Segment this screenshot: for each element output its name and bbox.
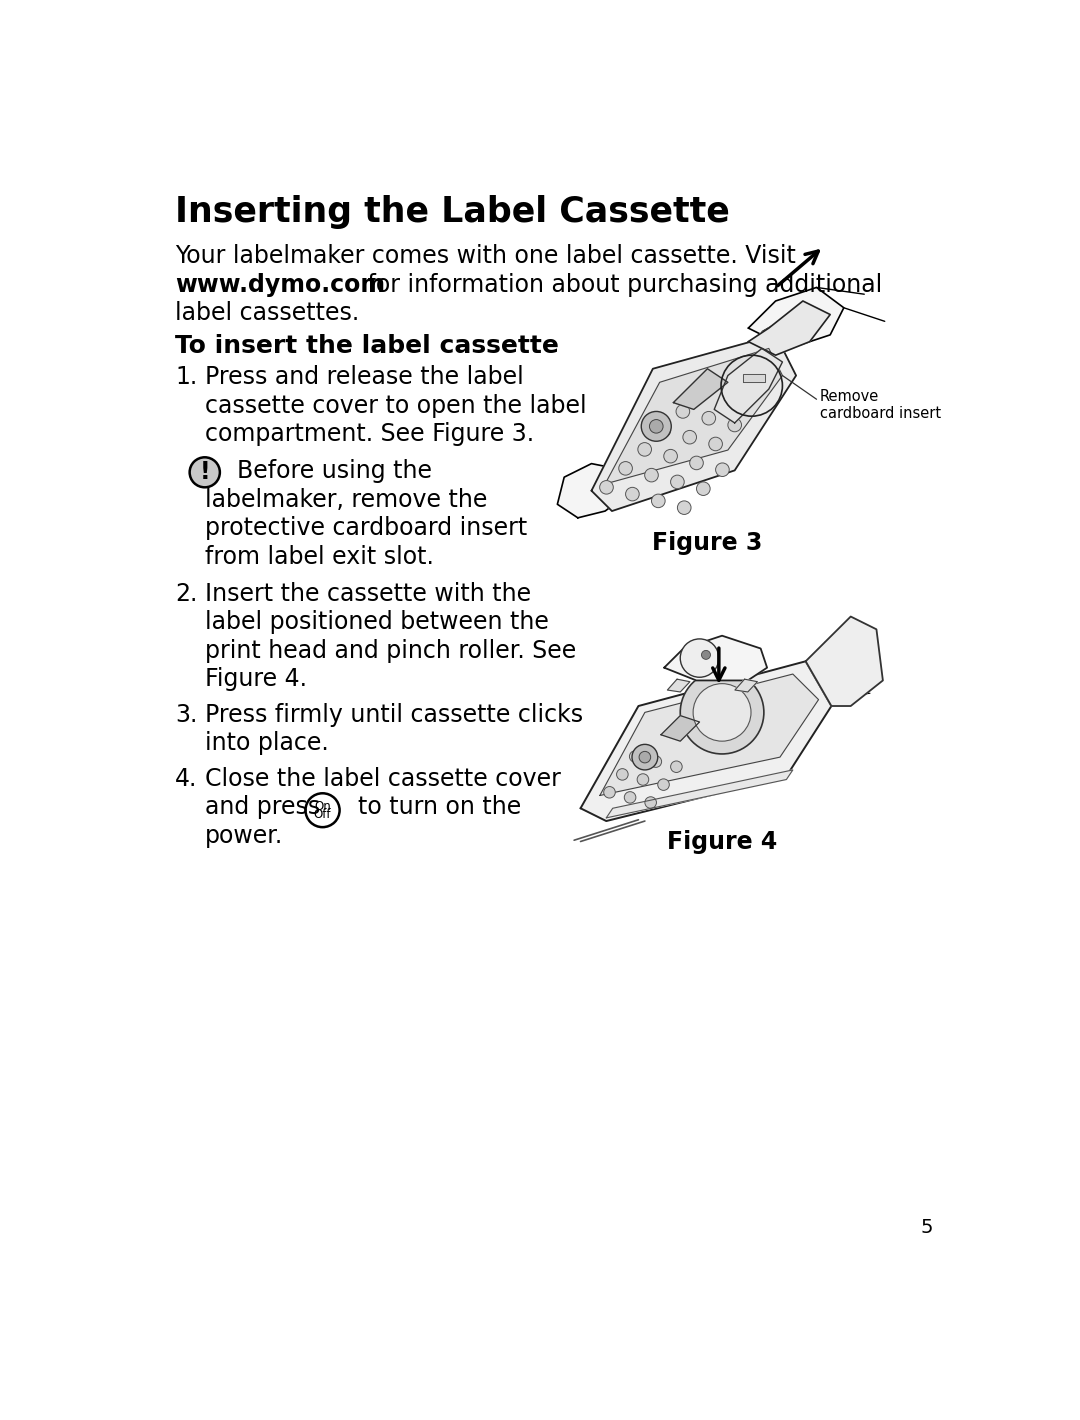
Circle shape [624, 792, 636, 804]
Polygon shape [748, 287, 843, 348]
Circle shape [693, 683, 751, 741]
Circle shape [676, 405, 690, 419]
Circle shape [617, 768, 629, 780]
Text: label positioned between the: label positioned between the [205, 611, 549, 635]
Circle shape [638, 443, 651, 456]
Circle shape [728, 419, 742, 432]
Circle shape [680, 670, 764, 754]
Text: Figure 4: Figure 4 [667, 831, 778, 855]
Text: compartment. See Figure 3.: compartment. See Figure 3. [205, 422, 534, 446]
Text: Inserting the Label Cassette: Inserting the Label Cassette [175, 195, 730, 229]
Polygon shape [592, 335, 796, 511]
Circle shape [645, 469, 659, 481]
Text: 1.: 1. [175, 365, 198, 389]
Circle shape [708, 437, 723, 450]
Text: from label exit slot.: from label exit slot. [205, 545, 434, 568]
Polygon shape [606, 770, 793, 818]
Circle shape [645, 797, 657, 808]
Polygon shape [599, 674, 819, 795]
Polygon shape [743, 375, 766, 382]
Polygon shape [734, 679, 757, 692]
Text: label cassettes.: label cassettes. [175, 301, 360, 325]
Text: Your labelmaker comes with one label cassette. Visit: Your labelmaker comes with one label cas… [175, 244, 796, 267]
Polygon shape [664, 636, 767, 680]
Circle shape [677, 501, 691, 514]
Polygon shape [557, 463, 633, 518]
Circle shape [650, 755, 662, 767]
Circle shape [671, 761, 683, 772]
Circle shape [702, 650, 711, 659]
Circle shape [697, 481, 711, 496]
Text: www.dymo.com: www.dymo.com [175, 273, 386, 297]
Text: Remove
cardboard insert: Remove cardboard insert [820, 389, 941, 422]
Circle shape [658, 778, 670, 791]
Circle shape [649, 419, 663, 433]
Text: On: On [314, 799, 330, 812]
Circle shape [604, 787, 616, 798]
Polygon shape [806, 616, 882, 706]
Circle shape [680, 639, 719, 677]
Text: To insert the label cassette: To insert the label cassette [175, 334, 559, 358]
Text: 3.: 3. [175, 703, 198, 727]
Text: 5: 5 [921, 1218, 933, 1237]
Text: Figure 3: Figure 3 [652, 531, 762, 555]
Text: Off: Off [314, 808, 332, 821]
Text: Press firmly until cassette clicks: Press firmly until cassette clicks [205, 703, 583, 727]
Circle shape [632, 744, 658, 770]
Circle shape [630, 751, 642, 763]
Circle shape [683, 430, 697, 444]
Text: Before using the: Before using the [238, 459, 432, 483]
Text: labelmaker, remove the: labelmaker, remove the [205, 487, 487, 511]
Polygon shape [673, 369, 728, 409]
Circle shape [690, 456, 703, 470]
Polygon shape [661, 716, 700, 741]
Circle shape [190, 457, 220, 487]
Polygon shape [714, 348, 782, 423]
Polygon shape [581, 662, 832, 821]
Text: protective cardboard insert: protective cardboard insert [205, 517, 527, 540]
Text: and press: and press [205, 795, 320, 819]
Circle shape [619, 462, 633, 476]
Circle shape [716, 463, 729, 477]
Text: Figure 4.: Figure 4. [205, 667, 307, 692]
Polygon shape [748, 301, 831, 355]
Circle shape [671, 476, 685, 488]
Circle shape [642, 412, 672, 442]
Text: into place.: into place. [205, 731, 328, 755]
Text: power.: power. [205, 824, 283, 848]
Circle shape [651, 494, 665, 508]
Text: 2.: 2. [175, 582, 198, 606]
Circle shape [664, 449, 677, 463]
Circle shape [625, 487, 639, 501]
Circle shape [657, 423, 671, 437]
Circle shape [637, 774, 649, 785]
Text: Close the label cassette cover: Close the label cassette cover [205, 767, 561, 791]
Text: !: ! [200, 460, 211, 484]
Circle shape [639, 751, 650, 763]
Text: 4.: 4. [175, 767, 198, 791]
Text: cassette cover to open the label: cassette cover to open the label [205, 393, 586, 417]
Text: Press and release the label: Press and release the label [205, 365, 524, 389]
Circle shape [702, 412, 716, 425]
Polygon shape [605, 348, 782, 484]
Text: Insert the cassette with the: Insert the cassette with the [205, 582, 531, 606]
Text: print head and pinch roller. See: print head and pinch roller. See [205, 639, 576, 663]
Polygon shape [667, 679, 690, 692]
Text: to turn on the: to turn on the [359, 795, 522, 819]
Text: for information about purchasing additional: for information about purchasing additio… [360, 273, 882, 297]
Circle shape [599, 480, 613, 494]
